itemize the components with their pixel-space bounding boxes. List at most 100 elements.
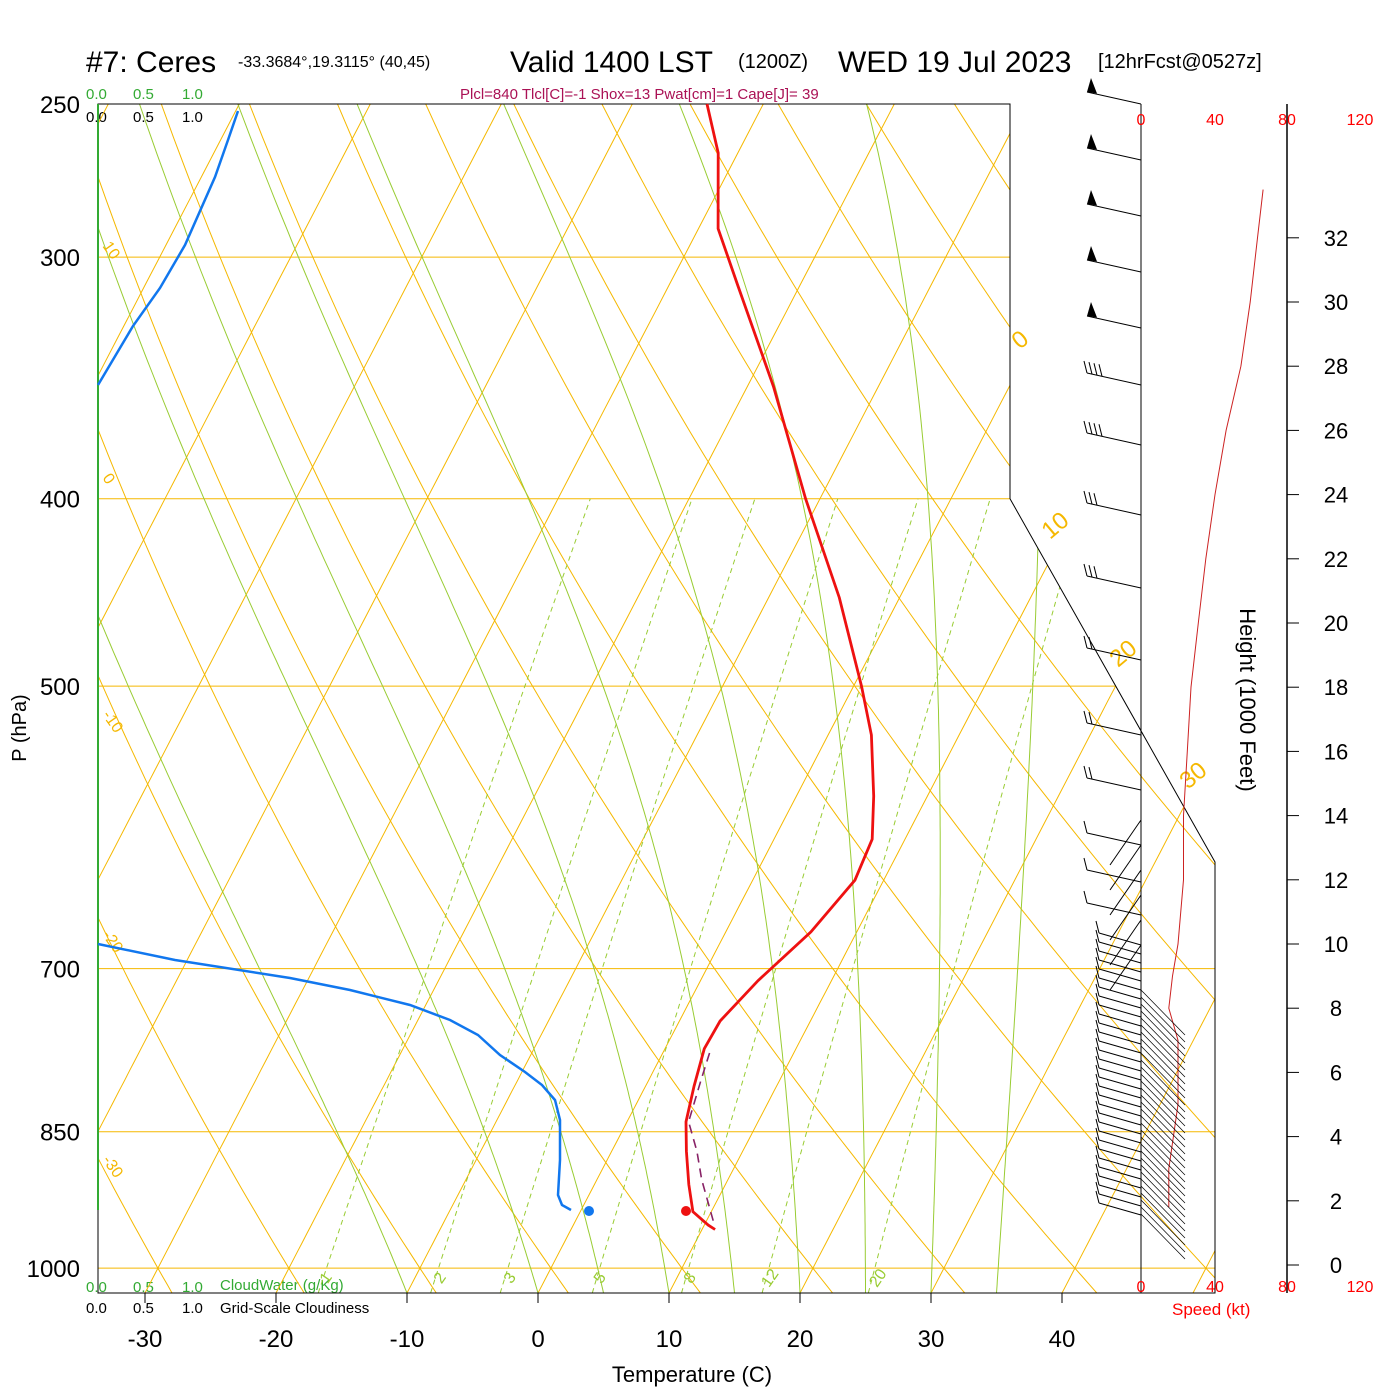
wind-barb-hatch — [1140, 1024, 1186, 1071]
wind-barb-feather — [1083, 820, 1088, 834]
height-tick-label: 2 — [1330, 1189, 1342, 1214]
wind-barb-feather — [1095, 1100, 1100, 1114]
wind-barb-feather — [1083, 563, 1088, 577]
isotherm-line — [1061, 104, 1215, 1293]
wind-barb-hatch — [1140, 1143, 1186, 1190]
wind-barb-feather — [1098, 424, 1103, 437]
height-tick-label: 10 — [1324, 932, 1348, 957]
wind-barb-feather — [1095, 938, 1100, 952]
wind-barb-staff — [1086, 315, 1142, 329]
height-tick-label: 28 — [1324, 354, 1348, 379]
wind-barb-flag — [1087, 78, 1097, 94]
isotherm-line — [98, 104, 240, 1293]
x-tick-label: -30 — [128, 1326, 163, 1353]
wind-barb-feather — [1095, 1010, 1100, 1024]
wind-barb-staff — [1098, 1112, 1142, 1126]
wind-barb-feather — [1083, 710, 1088, 724]
wind-barb-staff — [1098, 1121, 1142, 1135]
wind-barb-hatch — [1140, 1038, 1186, 1085]
wind-barb-flag — [1087, 134, 1097, 150]
wind-barb-hatch — [1140, 1206, 1186, 1253]
coords-text: -33.3684°,19.3115° (40,45) — [238, 54, 430, 71]
wind-barb-staff — [1098, 1076, 1142, 1090]
wind-barb-feather — [1095, 1172, 1100, 1186]
wind-barb-staff — [1098, 1013, 1142, 1027]
height-tick-label: 0 — [1330, 1253, 1342, 1278]
wind-barb-staff — [1098, 1094, 1142, 1108]
wind-barb-staff — [1086, 575, 1142, 589]
wind-barb-staff — [1086, 869, 1142, 883]
wind-barb-feather — [1095, 974, 1100, 988]
mixing-ratio-line — [867, 498, 1086, 1293]
dry-adiabat-line — [160, 104, 833, 1293]
wind-barb-feather — [1095, 920, 1100, 934]
height-tick-label: 18 — [1324, 675, 1348, 700]
height-tick-label: 20 — [1324, 611, 1348, 636]
wind-barb-staff — [1086, 832, 1142, 846]
wind-barb-feather — [1095, 1082, 1100, 1096]
wind-barb-feather — [1095, 1028, 1100, 1042]
dry-adiabat-line — [1130, 104, 1215, 1293]
speed-tick-label-bottom: 0 — [1137, 1279, 1146, 1296]
wind-barb-staff — [1098, 1130, 1142, 1144]
wind-barb-staff — [1086, 147, 1142, 161]
wind-barb-hatch — [1140, 1052, 1186, 1099]
dry-adiabat-label: 20 — [1105, 635, 1143, 673]
cloud-scale-top-green: 0.0 0.5 1.0 — [86, 86, 203, 103]
cloud-scale-tick: 1.0 — [182, 1300, 203, 1317]
wind-barb-hatch — [1140, 996, 1186, 1043]
wind-barb-hatch — [1140, 1010, 1186, 1057]
plot-outline — [97, 103, 1216, 1294]
height-tick-label: 24 — [1324, 483, 1348, 508]
wind-barb-feather — [1083, 420, 1088, 434]
wind-barb-feather — [1095, 1181, 1100, 1195]
dry-adiabat-label: 0 — [1007, 325, 1035, 354]
mixing-ratio-label: 20 — [866, 1266, 890, 1290]
wind-barb-staff — [1098, 941, 1142, 955]
wind-barb-feather — [1095, 1190, 1100, 1204]
isotherm-line — [98, 104, 371, 1293]
wind-barb-feather — [1095, 929, 1100, 943]
wind-barb-feather — [1095, 1019, 1100, 1033]
wind-barb-feather — [1083, 890, 1088, 904]
wind-barb-hatch — [1140, 1192, 1186, 1239]
cloud-scale-tick: 1.0 — [182, 1279, 203, 1296]
cloud-scale-bottom-green: 0.0 0.5 1.0 CloudWater (g/Kg) — [86, 1277, 344, 1296]
wind-barb-feather — [1093, 566, 1098, 579]
wind-barb-feather — [1088, 491, 1093, 505]
wind-barb-feather — [1088, 421, 1093, 435]
moist-adiabat-line — [866, 104, 941, 1293]
isotherm-line — [144, 104, 764, 1293]
height-tick-label: 12 — [1324, 868, 1348, 893]
wind-barb-staff — [1109, 819, 1142, 866]
height-tick-label: 32 — [1324, 226, 1348, 251]
wind-barb-feather — [1083, 360, 1088, 374]
moist-adiabat-line — [678, 104, 866, 1293]
wind-barb-staff — [1086, 203, 1142, 217]
wind-barb-hatch — [1140, 1031, 1186, 1078]
dry-adiabat-line — [98, 104, 569, 1293]
wind-barb-feather — [1095, 1064, 1100, 1078]
isotherm-line — [98, 104, 502, 1293]
wind-barb-hatch — [1140, 1073, 1186, 1120]
wind-barb-staff — [1086, 372, 1142, 386]
wind-barb-feather — [1095, 1154, 1100, 1168]
cloud-scale-tick: 0.0 — [86, 86, 107, 103]
wind-barb-feather — [1095, 1163, 1100, 1177]
wind-barb-staff — [1098, 1085, 1142, 1099]
wind-barb-staff — [1086, 259, 1142, 273]
wind-barb-feather — [1088, 636, 1093, 650]
wind-barb-staff — [1098, 932, 1142, 946]
dry-adiabat-label: -30 — [99, 1153, 126, 1182]
speed-tick-label-top: 80 — [1278, 112, 1296, 129]
wind-barb-staff — [1098, 1166, 1142, 1180]
mixing-ratio-label: 3 — [501, 1270, 520, 1287]
wind-barb-staff — [1098, 1067, 1142, 1081]
cloud-scale-tick: 1.0 — [182, 109, 203, 126]
x-tick-label: 10 — [656, 1326, 683, 1353]
cloud-scale-tick: 0.0 — [86, 1279, 107, 1296]
dry-adiabat-label: 0 — [99, 471, 118, 488]
p-tick-label: 500 — [40, 674, 80, 701]
indices-text: Plcl=840 Tlcl[C]=-1 Shox=13 Pwat[cm]=1 C… — [460, 86, 819, 103]
wind-barb-hatch — [1140, 1122, 1186, 1169]
